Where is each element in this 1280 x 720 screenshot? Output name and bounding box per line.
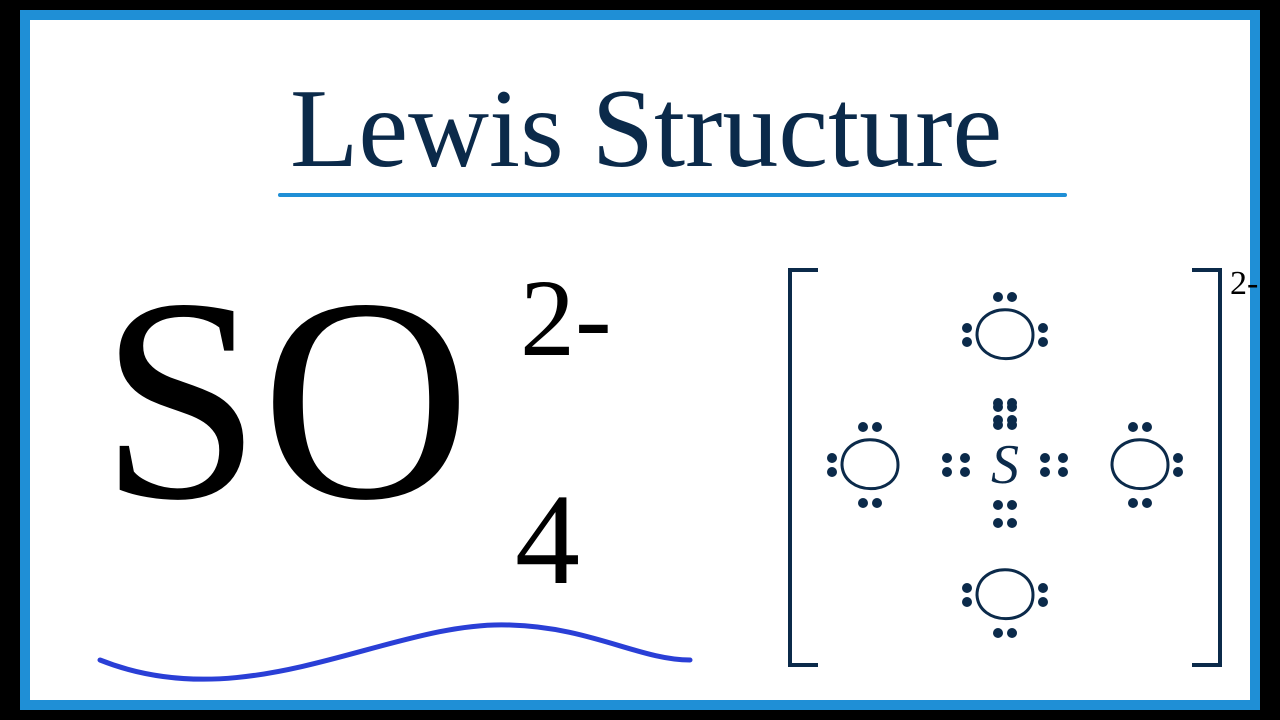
main-panel: Lewis Structure SO 2- 4 S 2- <box>20 10 1260 710</box>
atom-oxygen-bottom <box>977 570 1033 619</box>
bracket-left <box>790 270 818 665</box>
atom-oxygen-left <box>842 440 898 489</box>
atom-oxygen-top <box>977 310 1033 359</box>
atom-sulfur: S <box>991 434 1019 496</box>
ion-charge-label: 2- <box>1230 265 1258 303</box>
charge-text: 2- <box>1230 265 1258 302</box>
canvas-root: Lewis Structure SO 2- 4 S 2- <box>0 0 1280 720</box>
bracket-right <box>1192 270 1220 665</box>
lewis-structure-diagram: S <box>750 250 1270 690</box>
atom-oxygen-right <box>1112 440 1168 489</box>
